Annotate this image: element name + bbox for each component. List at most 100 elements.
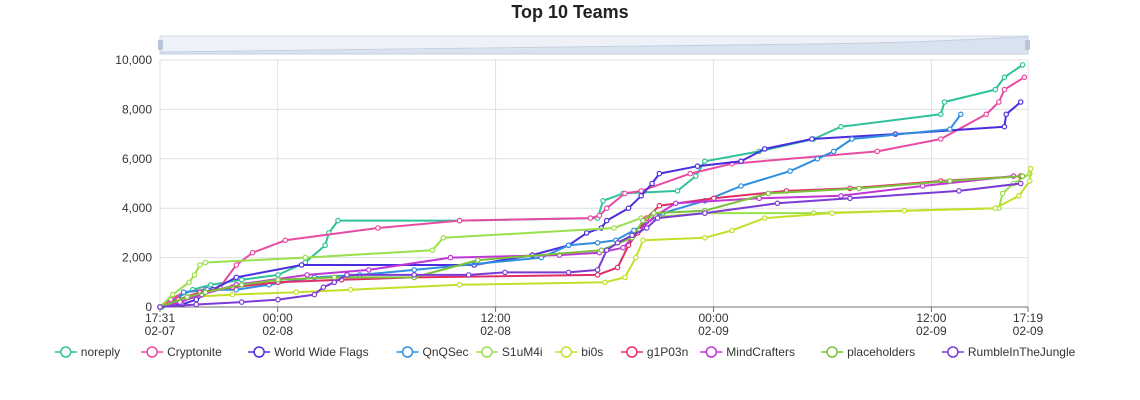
data-point[interactable] [694,163,701,170]
data-point[interactable] [937,111,944,118]
data-point[interactable] [411,267,418,273]
legend-item-MindCrafters[interactable]: MindCrafters [700,345,795,359]
data-point[interactable] [1027,165,1034,172]
legend-item-noreply[interactable]: noreply [54,345,120,359]
data-point[interactable] [429,247,436,254]
data-point[interactable] [809,136,815,142]
data-point[interactable] [829,210,835,216]
data-point[interactable] [331,279,338,286]
data-point[interactable] [603,247,610,254]
data-point[interactable] [456,217,463,224]
data-point[interactable] [157,304,163,310]
series-RumbleInTheJungle[interactable] [157,180,1024,310]
data-point[interactable] [901,207,908,214]
data-point[interactable] [710,195,717,202]
data-point[interactable] [761,215,768,221]
data-point[interactable] [502,269,508,276]
legend-item-QnQSec[interactable]: QnQSec [396,345,469,359]
data-point[interactable] [622,274,628,281]
legend-item-Cryptonite[interactable]: Cryptonite [141,345,222,359]
data-point[interactable] [180,289,187,296]
data-point[interactable] [692,173,699,179]
data-point[interactable] [202,289,209,296]
data-point[interactable] [849,136,855,142]
data-point[interactable] [275,296,281,303]
legend-item-bi0s[interactable]: bi0s [555,345,603,359]
data-point[interactable] [999,190,1006,197]
legend-item-g1P03n[interactable]: g1P03n [620,345,688,359]
data-point[interactable] [320,284,327,291]
data-point[interactable] [787,168,793,174]
data-point[interactable] [474,257,481,263]
data-point[interactable] [347,286,354,293]
series-bi0s[interactable] [157,165,1034,310]
data-point[interactable] [640,237,646,244]
data-point[interactable] [638,193,645,199]
data-point[interactable] [847,195,853,202]
data-point[interactable] [957,111,964,118]
legend-item-World Wide Flags[interactable]: World Wide Flags [248,345,369,359]
legend-item-placeholders[interactable]: placeholders [821,345,915,359]
data-point[interactable] [947,126,953,133]
data-point[interactable] [629,232,635,239]
data-point[interactable] [238,281,245,288]
data-point[interactable] [765,190,772,197]
data-point[interactable] [992,205,999,212]
data-point[interactable] [620,244,626,251]
data-point[interactable] [249,249,256,256]
data-point[interactable] [456,281,463,288]
data-point[interactable] [202,259,209,266]
data-point[interactable] [992,86,999,93]
data-point[interactable] [1019,173,1026,179]
data-point[interactable] [602,279,608,286]
data-point[interactable] [298,262,305,268]
data-point[interactable] [233,274,240,281]
data-point[interactable] [919,183,926,189]
data-point[interactable] [947,178,953,184]
data-point[interactable] [1001,86,1008,93]
data-point[interactable] [365,267,372,273]
data-point[interactable] [701,235,708,241]
data-point[interactable] [594,272,601,278]
data-point[interactable] [956,188,962,194]
data-point[interactable] [594,267,601,273]
data-point[interactable] [229,291,236,298]
data-point[interactable] [440,235,447,241]
data-point[interactable] [701,158,708,165]
data-point[interactable] [1027,178,1033,184]
data-point[interactable] [596,212,603,219]
data-point[interactable] [208,281,214,288]
data-point[interactable] [184,294,191,300]
data-point[interactable] [311,291,318,298]
data-point[interactable] [565,269,572,276]
data-point[interactable] [643,225,650,231]
data-point[interactable] [447,254,454,261]
data-point[interactable] [565,242,572,249]
data-point[interactable] [632,254,639,261]
legend[interactable]: noreply Cryptonite World Wide Flags QnQSec S… [54,345,1076,359]
data-point[interactable] [331,274,338,281]
zoom-slider-right-handle[interactable] [1025,40,1030,50]
data-point[interactable] [293,289,300,296]
data-point[interactable] [1019,62,1026,68]
data-point[interactable] [238,299,245,305]
data-point[interactable] [983,111,990,118]
data-point[interactable] [937,136,944,142]
data-point[interactable] [600,198,606,204]
data-point[interactable] [603,205,610,212]
data-point[interactable] [186,279,192,286]
zoom-slider-left-handle[interactable] [158,40,163,50]
data-point[interactable] [654,215,661,221]
data-point[interactable] [335,217,341,224]
data-point[interactable] [614,264,621,271]
data-point[interactable] [1001,74,1008,81]
data-point[interactable] [672,200,679,207]
data-point[interactable] [603,217,610,224]
data-point[interactable] [1003,111,1010,118]
data-point[interactable] [594,240,601,246]
data-point[interactable] [411,272,418,278]
data-point[interactable] [996,99,1002,105]
data-point[interactable] [625,205,632,212]
data-point[interactable] [275,276,281,283]
data-point[interactable] [774,200,781,207]
